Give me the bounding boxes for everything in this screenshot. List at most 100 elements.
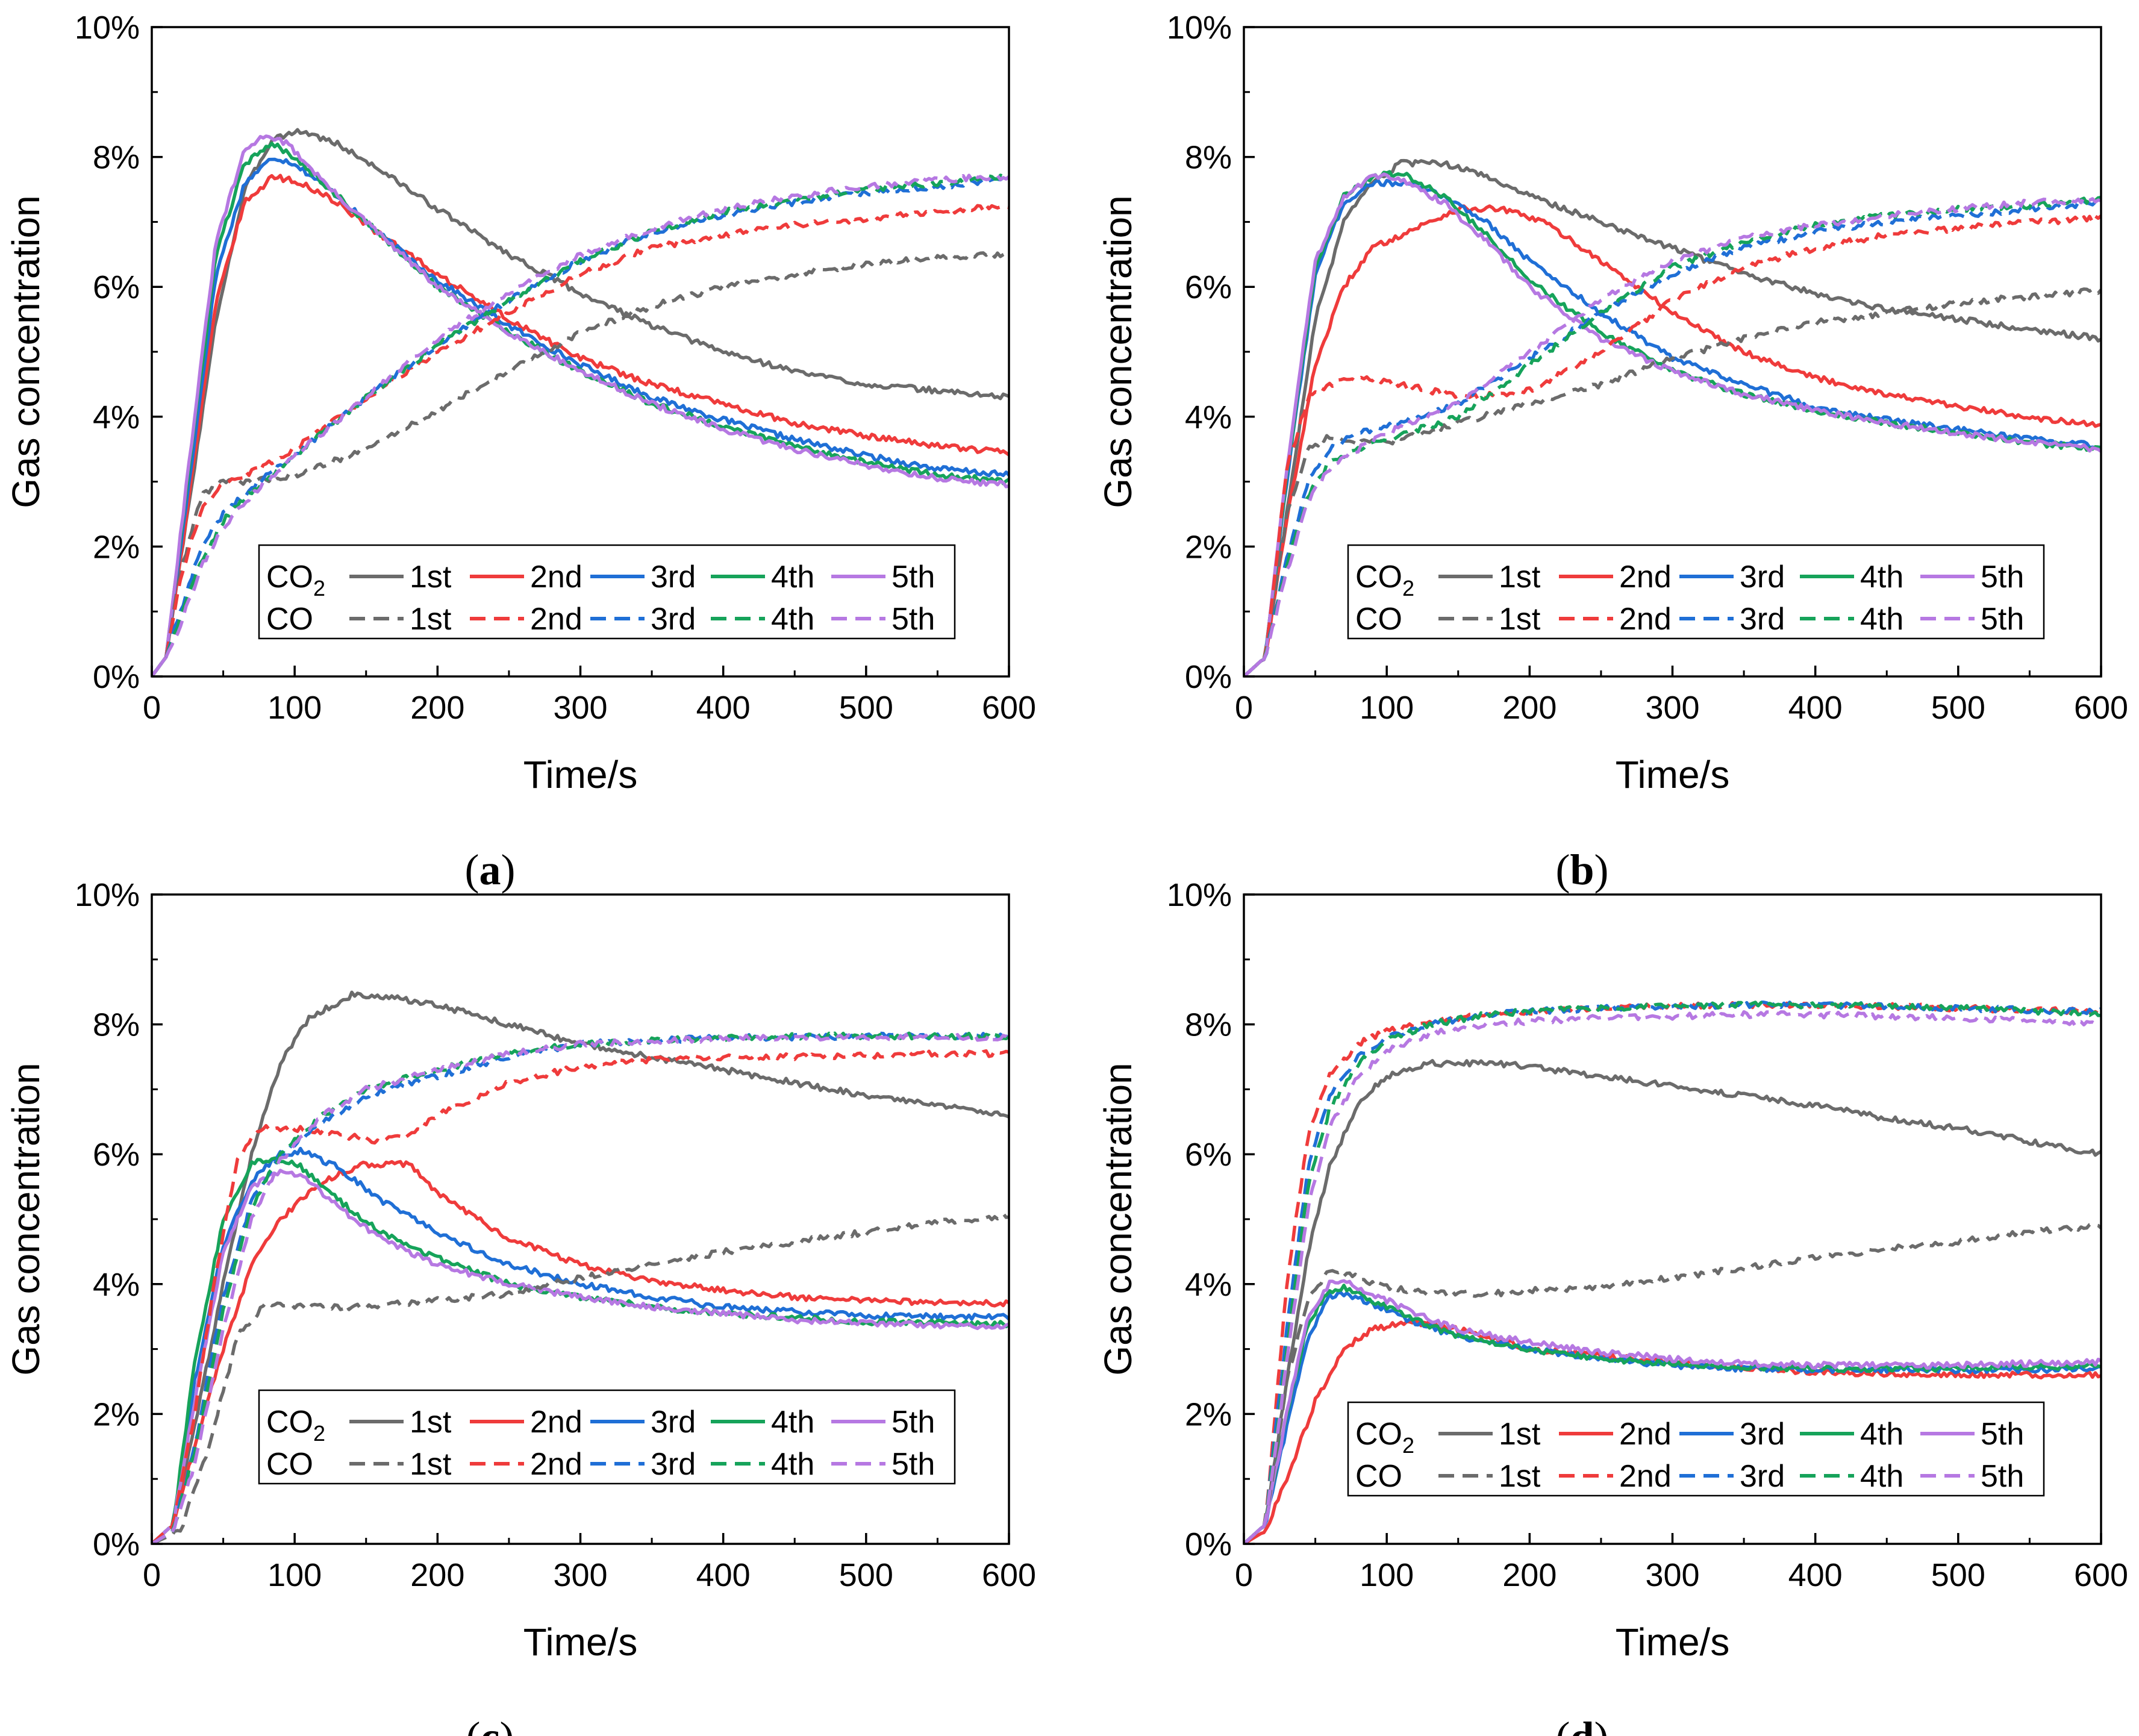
legend-entry-label: 2nd: [1619, 1459, 1672, 1494]
legend-box: [258, 1389, 956, 1485]
y-tick-label: 8%: [93, 1007, 140, 1043]
y-tick-label: 4%: [93, 1267, 140, 1303]
x-tick-label: 600: [982, 690, 1036, 726]
legend-entry-label: 4th: [771, 1447, 814, 1482]
legend-entry-label: 1st: [410, 560, 452, 595]
series-line-co-2nd: [1244, 214, 2101, 676]
x-tick-label: 500: [839, 690, 893, 726]
plot-area: [152, 128, 1009, 676]
x-tick-label: 400: [1788, 1557, 1843, 1593]
legend-gas-label-co2: CO2: [266, 1405, 325, 1446]
y-tick-label: 8%: [93, 140, 140, 176]
legend-entry-label: 1st: [410, 602, 452, 637]
x-tick-label: 200: [410, 1557, 464, 1593]
series-line-co2-4th: [1244, 1284, 2101, 1544]
y-tick-label: 0%: [93, 1526, 140, 1563]
x-axis-label: Time/s: [1616, 753, 1730, 796]
series-line-co-3rd: [1244, 199, 2101, 676]
x-tick-label: 100: [1360, 690, 1414, 726]
x-tick-label: 400: [696, 690, 751, 726]
legend-entry-label: 4th: [1860, 1459, 1903, 1494]
legend-entry-label: 4th: [771, 1405, 814, 1440]
panel-caption: (c): [466, 1713, 514, 1736]
series-line-co-2nd: [152, 1049, 1009, 1544]
series-line-co2-2nd: [152, 1160, 1009, 1544]
legend: CO2 1st 2nd 3rd 4th 5th CO 1st 2nd 3rd 4th 5th: [1347, 544, 2045, 640]
series-line-co2-3rd: [152, 1146, 1009, 1544]
legend-box: [1347, 544, 2045, 640]
x-tick-label: 100: [267, 1557, 322, 1593]
legend-entry-label: 4th: [1860, 560, 1903, 595]
series-line-co2-5th: [152, 1169, 1009, 1544]
x-tick-label: 300: [553, 1557, 607, 1593]
legend-entry-label: 5th: [1981, 1459, 2024, 1494]
legend-entry-label: 4th: [1860, 602, 1903, 637]
series-line-co-1st: [152, 251, 1009, 676]
x-tick-label: 600: [2074, 1557, 2128, 1593]
legend: CO2 1st 2nd 3rd 4th 5th CO 1st 2nd 3rd 4th 5th: [258, 544, 956, 640]
legend-entry-label: 3rd: [1740, 560, 1785, 595]
series-line-co2-5th: [1244, 1279, 2101, 1544]
legend-entry-label: 2nd: [530, 1405, 582, 1440]
y-axis-label: Gas concentration: [1096, 1063, 1140, 1375]
x-tick-label: 500: [839, 1557, 893, 1593]
legend-entry-label: 2nd: [530, 1447, 582, 1482]
legend-entry-label: 2nd: [1619, 560, 1672, 595]
legend-gas-label-co: CO: [1355, 602, 1402, 637]
x-tick-label: 0: [1235, 690, 1253, 726]
x-tick-label: 600: [982, 1557, 1036, 1593]
legend-entry-label: 4th: [1860, 1417, 1903, 1452]
series-line-co-5th: [152, 1032, 1009, 1544]
legend-entry-label: 1st: [1499, 560, 1541, 595]
x-tick-label: 300: [1645, 690, 1699, 726]
series-line-co-5th: [1244, 1010, 2101, 1544]
x-tick-label: 400: [1788, 690, 1843, 726]
plot-area: [1244, 158, 2101, 676]
legend-entry-label: 3rd: [651, 1405, 696, 1440]
panel-caption: (a): [465, 846, 516, 894]
legend-entry-label: 3rd: [1740, 602, 1785, 637]
x-tick-label: 200: [1502, 690, 1557, 726]
series-line-co2-1st: [152, 128, 1009, 676]
series-line-co-4th: [152, 1031, 1009, 1544]
series-line-co2-1st: [1244, 1059, 2101, 1544]
x-tick-label: 0: [143, 1557, 161, 1593]
series-line-co-1st: [1244, 1222, 2101, 1544]
legend-gas-label-co: CO: [266, 602, 313, 637]
series-line-co-2nd: [1244, 1000, 2101, 1544]
y-tick-label: 2%: [93, 1396, 140, 1432]
y-tick-label: 4%: [1185, 399, 1232, 436]
x-tick-label: 500: [1931, 690, 1985, 726]
legend: CO2 1st 2nd 3rd 4th 5th CO 1st 2nd 3rd 4th 5th: [1347, 1401, 2045, 1497]
y-tick-label: 6%: [93, 269, 140, 305]
series-line-co2-5th: [152, 134, 1009, 676]
x-tick-label: 300: [553, 690, 607, 726]
legend-entry-label: 2nd: [530, 560, 582, 595]
legend-entry-label: 5th: [1981, 602, 2024, 637]
x-axis-label: Time/s: [523, 753, 638, 796]
legend-entry-label: 1st: [410, 1447, 452, 1482]
legend-box: [1347, 1401, 2045, 1497]
series-line-co-4th: [152, 173, 1009, 676]
series-line-co2-2nd: [1244, 204, 2101, 676]
x-axis-label: Time/s: [1616, 1620, 1730, 1664]
legend-entry-label: 1st: [1499, 1417, 1541, 1452]
y-tick-label: 0%: [1185, 659, 1232, 695]
legend-gas-label-co: CO: [266, 1447, 313, 1482]
x-tick-label: 500: [1931, 1557, 1985, 1593]
legend-entry-label: 4th: [771, 560, 814, 595]
legend-entry-label: 1st: [1499, 1459, 1541, 1494]
x-tick-label: 300: [1645, 1557, 1699, 1593]
x-tick-label: 100: [1360, 1557, 1414, 1593]
chart-panel-b: 0 100 200 300 400 500 600 0% 2% 4% 6% 8% 10% Time/s Ga…: [1096, 10, 2128, 894]
y-tick-label: 0%: [1185, 1526, 1232, 1563]
legend-entry-label: 1st: [1499, 602, 1541, 637]
legend-entry-label: 2nd: [1619, 1417, 1672, 1452]
x-tick-label: 0: [143, 690, 161, 726]
y-axis-label: Gas concentration: [4, 1063, 48, 1375]
y-tick-label: 6%: [93, 1137, 140, 1173]
x-tick-label: 100: [267, 690, 322, 726]
y-tick-label: 2%: [93, 529, 140, 565]
legend-entry-label: 5th: [892, 560, 935, 595]
legend-entry-label: 3rd: [1740, 1417, 1785, 1452]
